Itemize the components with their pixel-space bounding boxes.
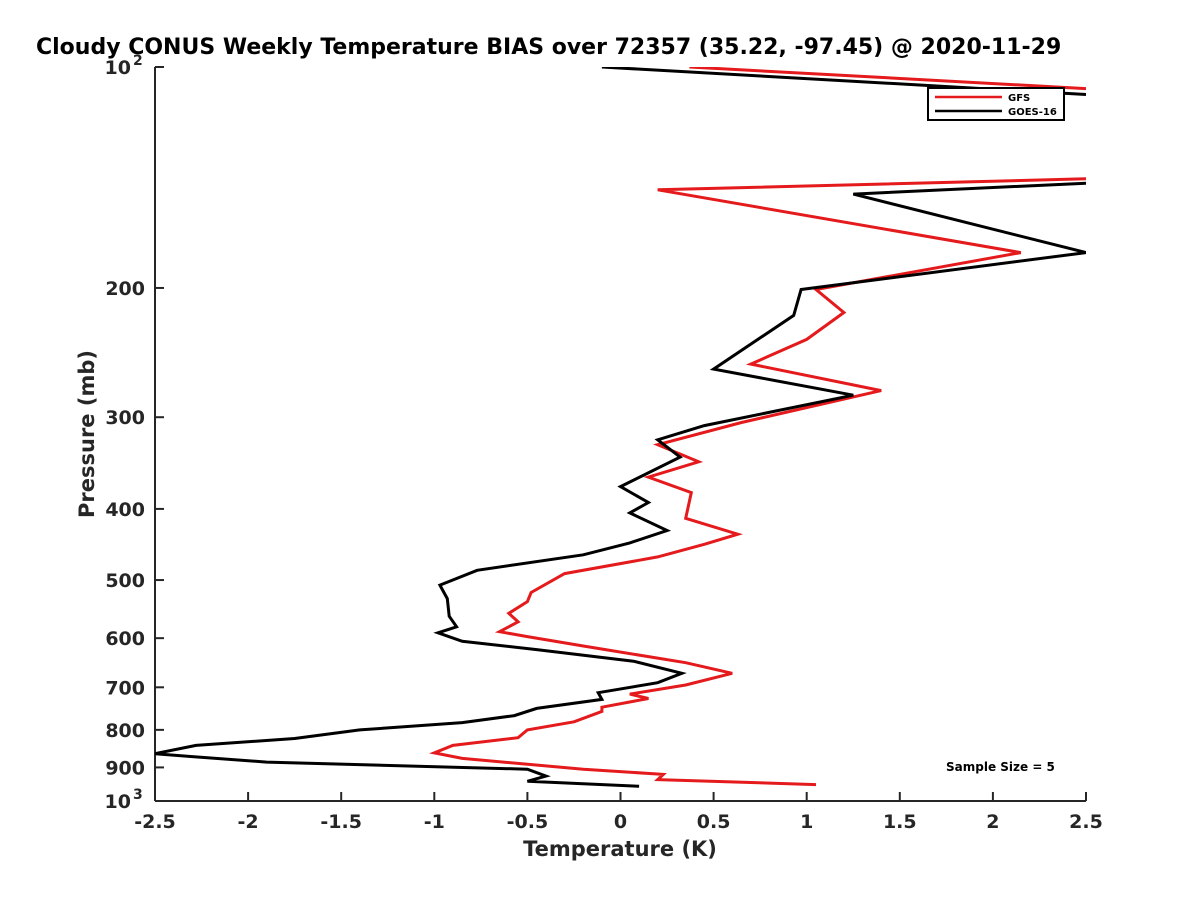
x-ticks: -2.5 -2 -1.5 -1 -0.5 0 0.5 1 1.5 2 2.5 <box>134 792 1103 833</box>
y-tick-label-base: 10 <box>105 57 131 79</box>
x-tick-label: -1.5 <box>320 811 362 833</box>
y-axis-label: Pressure (mb) <box>75 350 99 518</box>
x-tick-label: -2 <box>238 811 259 833</box>
legend: GFS GOES-16 <box>927 87 1065 121</box>
legend-label-gfs: GFS <box>1008 93 1030 104</box>
x-tick-label: -2.5 <box>134 811 176 833</box>
x-tick-label: -0.5 <box>507 811 549 833</box>
y-tick-label-power: 10 2 <box>105 53 143 79</box>
y-tick-label: 900 <box>105 757 145 779</box>
y-tick-label: 600 <box>105 628 145 650</box>
legend-label-goes-16: GOES-16 <box>1008 107 1057 118</box>
y-tick-label-exponent: 3 <box>133 787 143 803</box>
y-tick-label: 700 <box>105 677 145 699</box>
y-tick-label: 500 <box>105 570 145 592</box>
y-tick-label: 200 <box>105 278 145 300</box>
series-line-gfs <box>429 177 1086 787</box>
series-layer <box>155 67 1086 788</box>
y-tick-label: 800 <box>105 720 145 742</box>
y-tick-label-exponent: 2 <box>133 53 143 69</box>
y-tick-label: 400 <box>105 499 145 521</box>
x-tick-label: 1 <box>800 811 813 833</box>
series-line-gfs-upper <box>689 67 1086 91</box>
x-tick-label: 2 <box>986 811 999 833</box>
legend-box <box>927 87 1065 121</box>
y-tick-label: 300 <box>105 407 145 429</box>
sample-size-annotation: Sample Size = 5 <box>946 760 1055 774</box>
x-tick-label: 1.5 <box>883 811 917 833</box>
axes <box>154 67 1086 802</box>
chart-title: Cloudy CONUS Weekly Temperature BIAS ove… <box>36 35 1061 60</box>
x-tick-label: 0 <box>614 811 627 833</box>
series-line-goes-16 <box>155 181 1086 788</box>
y-tick-label-power: 10 3 <box>105 787 143 813</box>
y-tick-label-base: 10 <box>105 791 131 813</box>
x-tick-label: 2.5 <box>1069 811 1103 833</box>
x-tick-label: -1 <box>424 811 445 833</box>
x-axis-label: Temperature (K) <box>523 837 717 861</box>
x-tick-label: 0.5 <box>697 811 731 833</box>
